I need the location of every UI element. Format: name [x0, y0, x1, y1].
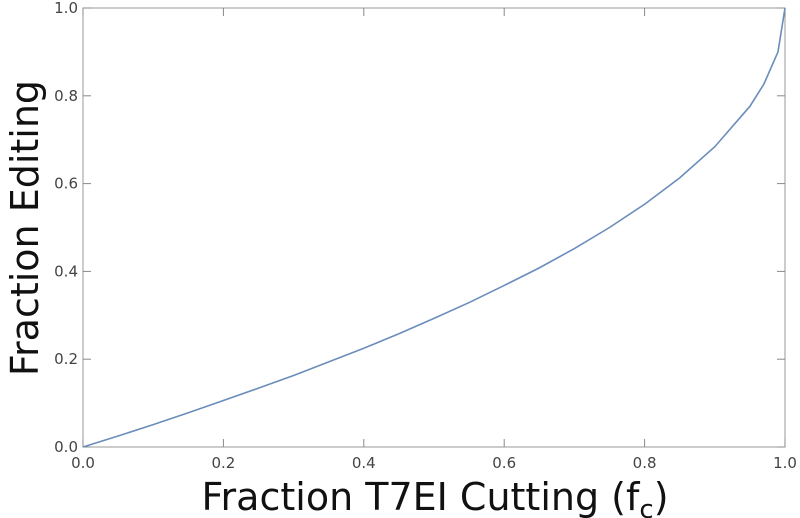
y-tick-label: 0.4: [54, 262, 78, 280]
y-tick-label: 0.6: [54, 175, 78, 193]
y-tick-label: 1.0: [54, 0, 78, 17]
x-tick-label: 0.6: [492, 454, 516, 472]
line-series: [82, 7, 786, 448]
y-tick-label: 0.8: [54, 87, 78, 105]
x-tick-label: 0.4: [352, 454, 376, 472]
x-tick-label: 0.2: [211, 454, 235, 472]
y-tick-label: 0.0: [54, 438, 78, 456]
x-tick-label: 1.0: [773, 454, 797, 472]
plot-frame: [82, 7, 786, 448]
x-tick-label: 0.8: [633, 454, 657, 472]
y-axis-label: Fraction Editing: [3, 80, 47, 376]
x-tick-label: 0.0: [71, 454, 95, 472]
x-axis-label: Fraction T7EI Cutting (fc): [201, 475, 668, 518]
y-tick-label: 0.2: [54, 350, 78, 368]
